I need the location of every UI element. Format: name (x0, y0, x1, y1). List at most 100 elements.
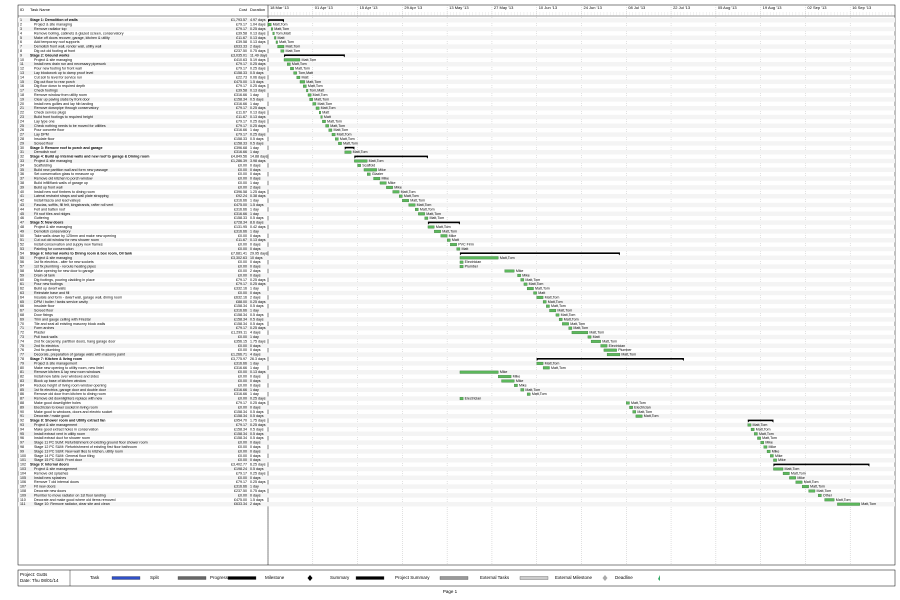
row-band (18, 229, 895, 234)
task-bar (357, 163, 361, 167)
task-duration: 0 days (250, 234, 261, 238)
task-bar (293, 71, 297, 75)
row-id: 65 (20, 300, 24, 304)
row-id: 110 (20, 498, 26, 502)
row-id: 42 (20, 199, 24, 203)
row-id: 62 (20, 287, 24, 291)
task-cost: £396.58 (234, 190, 247, 194)
task-name: Add temporary roof supports (34, 40, 80, 44)
task-cost: £39.58 (236, 89, 247, 93)
row-id: 7 (20, 45, 22, 49)
legend-swatch (177, 576, 207, 580)
task-cost: £158.34 (234, 427, 247, 431)
task-cost: £158.33 (234, 71, 247, 75)
resource-label: Mike (388, 181, 396, 185)
task-cost: £954.70 (234, 419, 247, 423)
task-cost: £131.95 (234, 225, 247, 229)
task-bar (795, 480, 803, 484)
task-duration: 1 day (250, 212, 259, 216)
task-duration: 0 days (250, 405, 261, 409)
row-id: 20 (20, 102, 24, 106)
task-cost: £11.67 (236, 115, 247, 119)
task-bar (782, 471, 790, 475)
task-name: Build up dwarf walls (34, 287, 66, 291)
task-duration: 0 days (250, 379, 261, 383)
task-name: Scaffolding (34, 163, 52, 167)
task-duration: 0 days (250, 445, 261, 449)
task-bar (568, 326, 573, 330)
task-name: Make good to windows, doors and electric… (34, 410, 112, 414)
task-cost: £475.00 (234, 203, 247, 207)
task-duration: 0.13 days (250, 36, 266, 40)
task-duration: 14.88 days (250, 155, 268, 159)
task-duration: 0 days (250, 273, 261, 277)
task-cost: £0.00 (238, 234, 247, 238)
column-header: Duration (250, 7, 265, 12)
task-duration: 1 day (250, 207, 259, 211)
task-duration: 0.5 days (250, 137, 264, 141)
task-duration: 1.5 days (250, 80, 264, 84)
task-duration: 0.25 days (250, 423, 266, 427)
task-duration: 1 day (250, 146, 259, 150)
summary-bar (268, 19, 284, 21)
resource-label: Mike (765, 441, 773, 445)
row-band (18, 343, 895, 348)
task-bar (303, 84, 307, 88)
task-name: Dig out old footing at front (34, 49, 75, 53)
task-cost: £0.00 (238, 445, 247, 449)
row-id: 57 (20, 265, 24, 269)
row-band (18, 176, 895, 181)
row-id: 53 (20, 247, 24, 251)
task-duration: 0 days (250, 163, 261, 167)
row-id: 104 (20, 471, 26, 475)
task-cost: £0.00 (238, 344, 247, 348)
legend-label: External Tasks (480, 575, 510, 580)
row-id: 46 (20, 216, 24, 220)
task-bar (750, 427, 755, 431)
resource-label: Matt,Tom (308, 84, 323, 88)
legend-swatch (519, 576, 549, 580)
task-bar (629, 405, 633, 409)
resource-label: Matt,Tom (589, 331, 604, 335)
task-duration: 0.06 days (250, 75, 266, 79)
task-duration: 0.25 days (250, 471, 266, 475)
task-duration: 1 day (250, 485, 259, 489)
task-cost: £316.66 (234, 361, 247, 365)
task-bar (747, 423, 752, 427)
row-id: 94 (20, 427, 24, 431)
row-id: 50 (20, 234, 24, 238)
task-duration: 0.25 days (250, 300, 266, 304)
resource-label: Matt,Tom (532, 392, 547, 396)
period-label: 05 Aug '13 (718, 5, 738, 10)
resource-label: Matt,Tom (785, 467, 800, 471)
row-id: 97 (20, 441, 24, 445)
resource-label: Matt,Tom (337, 133, 352, 137)
row-band (18, 70, 895, 76)
summary-bar (773, 463, 870, 466)
task-name: Stage 2: Ground works (30, 53, 69, 57)
task-duration: 11.49 days (250, 53, 268, 57)
row-band (18, 238, 895, 243)
row-id: 30 (20, 146, 24, 150)
task-name: Painting for conservation (34, 247, 74, 251)
row-id: 74 (20, 339, 24, 343)
resource-label: Electrician (465, 397, 482, 401)
row-id: 78 (20, 357, 24, 361)
task-name: Make opening for new door to garage (34, 269, 94, 273)
task-bar (536, 361, 544, 365)
task-duration: 0.5 days (250, 410, 264, 414)
task-cost: £0.00 (238, 163, 247, 167)
task-name: Decorate / make good (34, 414, 69, 418)
resource-label: Electrician (634, 405, 651, 409)
task-duration: 0.5 days (250, 317, 264, 321)
task-bar (272, 31, 275, 35)
row-id: 66 (20, 304, 24, 308)
row-band (18, 44, 895, 49)
resource-label: Mike (500, 370, 508, 374)
task-name: 1st fix plumbing - reroute heating pipes (34, 265, 96, 269)
row-id: 100 (20, 454, 26, 458)
task-bar (328, 128, 333, 132)
task-duration: 6.25 days (250, 463, 266, 467)
period-label: 16 Sep '13 (852, 5, 872, 10)
task-bar (408, 203, 416, 207)
